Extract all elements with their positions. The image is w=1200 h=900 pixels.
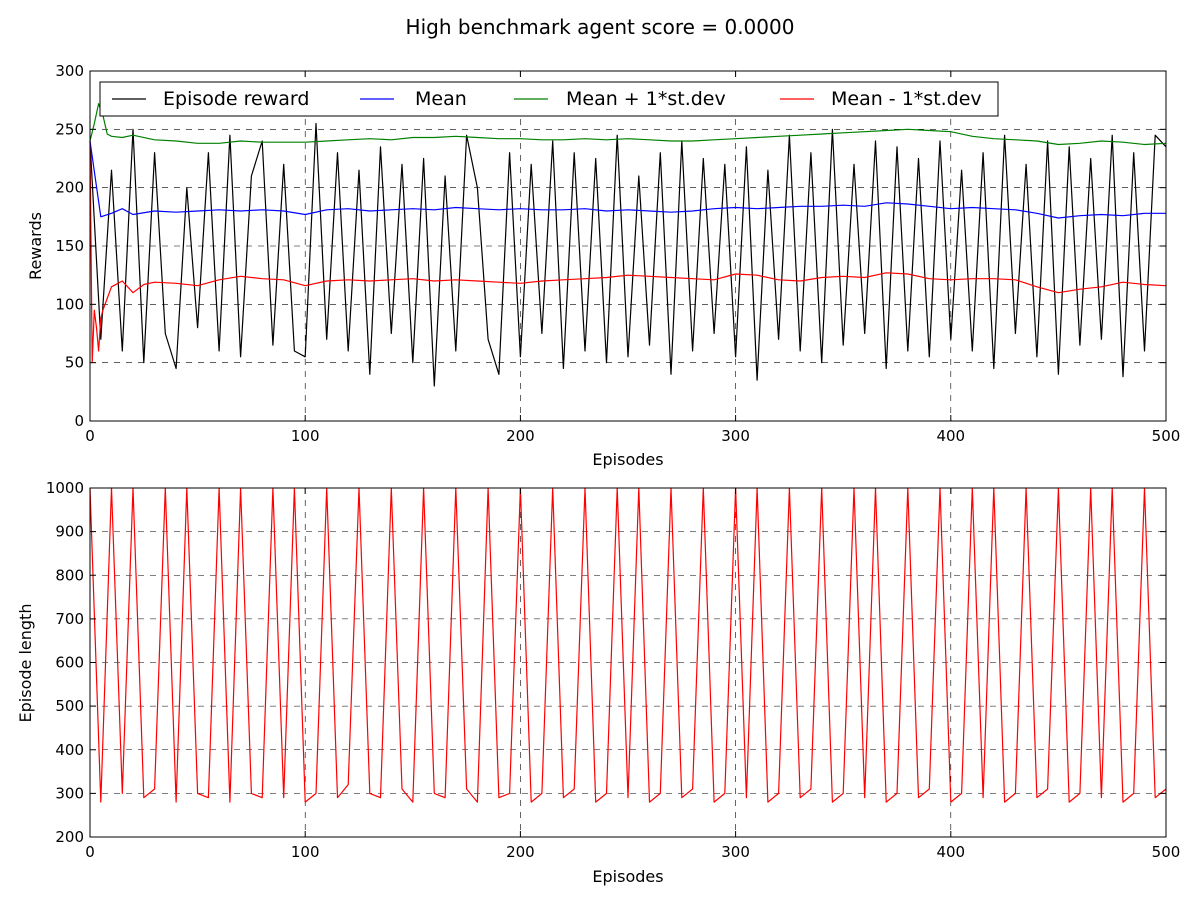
episode-length-x-axis-label: Episodes: [592, 867, 663, 886]
rewards-x-tick-label: 300: [721, 427, 750, 445]
legend-label-mean-plus-std: Mean + 1*st.dev: [566, 88, 726, 110]
episode-length-y-tick-label: 900: [55, 523, 84, 541]
rewards-x-axis-label: Episodes: [592, 450, 663, 469]
episode-length-y-tick-label: 700: [55, 610, 84, 628]
mean-line: [89, 140, 1166, 219]
episode-length-y-tick-label: 600: [55, 654, 84, 672]
rewards-y-tick-label: 50: [65, 354, 84, 372]
rewards-gridlines: [90, 71, 1166, 421]
rewards-x-tick-label: 100: [291, 427, 320, 445]
episode-length-x-tick-label: 100: [291, 843, 320, 861]
legend-label-mean-minus-std: Mean - 1*st.dev: [831, 88, 982, 110]
rewards-y-tick-label: 100: [55, 295, 84, 313]
mean-minus-std-line: [89, 140, 1167, 364]
episode-length-x-tick-label: 200: [506, 843, 535, 861]
rewards-x-tick-label: 500: [1152, 427, 1181, 445]
rewards-y-tick-label: 300: [55, 62, 84, 80]
episode-length-y-tick-label: 500: [55, 697, 84, 715]
rewards-ticks: 0 100 200 300 400 500 0 50 100 150 200 250 300: [55, 62, 1180, 445]
rewards-series: [89, 103, 1167, 387]
episode-length-x-tick-label: 500: [1152, 843, 1181, 861]
episode-length-chart: 0 100 200 300 400 500 200 300 400 500 600 700 800 900…: [16, 479, 1180, 886]
rewards-y-tick-label: 200: [55, 179, 84, 197]
rewards-legend: Episode reward Mean Mean + 1*st.dev Mean…: [99, 81, 999, 117]
episode-length-y-tick-label: 300: [55, 784, 84, 802]
episode-length-gridlines: [90, 488, 1166, 837]
figure-title: High benchmark agent score = 0.0000: [406, 15, 795, 39]
episode-length-plot-area: [90, 488, 1166, 837]
episode-length-ticks: 0 100 200 300 400 500 200 300 400 500 600 700 800 900…: [46, 479, 1181, 861]
rewards-plot-area: [90, 71, 1166, 421]
episode-length-x-tick-label: 300: [721, 843, 750, 861]
episode-length-x-tick-label: 0: [85, 843, 95, 861]
episode-length-y-tick-label: 200: [55, 828, 84, 846]
episode-length-series: [89, 487, 1167, 803]
episode-length-y-axis-label: Episode length: [16, 604, 35, 723]
rewards-x-tick-label: 0: [85, 427, 95, 445]
episode-reward-line: [89, 122, 1167, 387]
mean-plus-std-line: [89, 103, 1167, 146]
episode-length-y-tick-label: 400: [55, 741, 84, 759]
rewards-y-tick-label: 150: [55, 237, 84, 255]
rewards-x-tick-label: 200: [506, 427, 535, 445]
rewards-y-tick-label: 250: [55, 120, 84, 138]
legend-box: [99, 81, 999, 117]
rewards-chart: 0 100 200 300 400 500 0 50 100 150 200 250 300 Episo…: [26, 62, 1180, 469]
episode-length-x-tick-label: 400: [936, 843, 965, 861]
rewards-y-tick-label: 0: [74, 412, 84, 430]
episode-length-line: [89, 487, 1167, 803]
episode-length-y-tick-label: 1000: [46, 479, 84, 497]
episode-length-y-tick-label: 800: [55, 566, 84, 584]
legend-label-mean: Mean: [415, 88, 467, 110]
rewards-x-tick-label: 400: [936, 427, 965, 445]
rewards-y-axis-label: Rewards: [26, 212, 45, 280]
legend-label-episode-reward: Episode reward: [163, 88, 309, 110]
